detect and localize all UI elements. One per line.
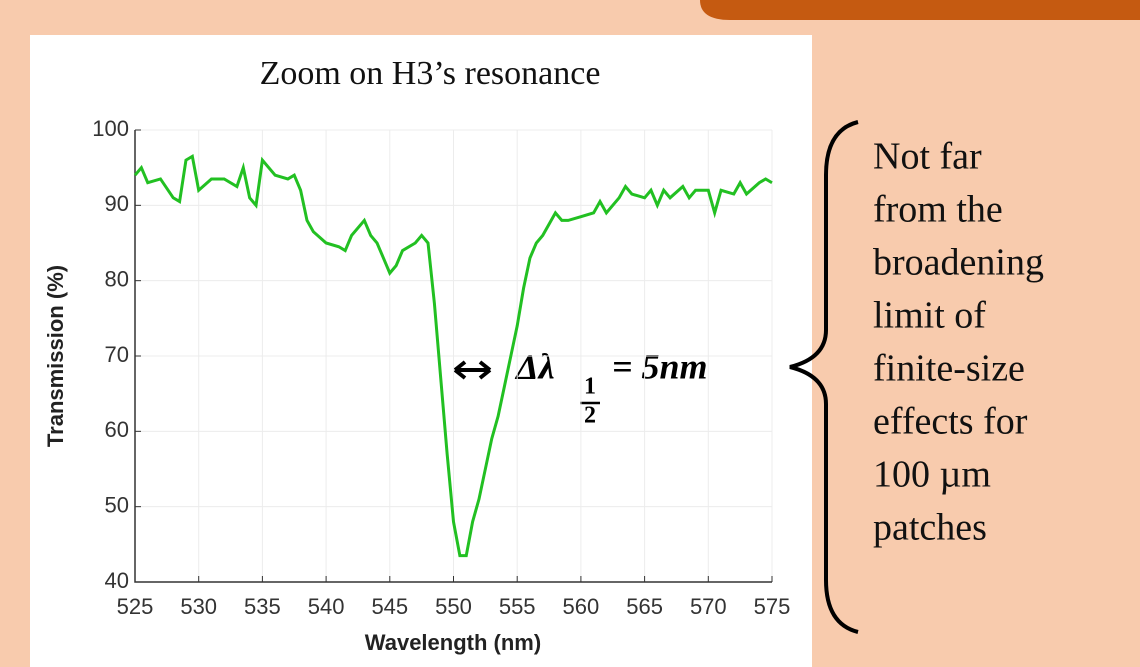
- side-text-line: from the: [873, 189, 1003, 231]
- y-tick-label: 60: [105, 417, 129, 442]
- side-text-line: finite-size: [873, 348, 1025, 390]
- annotation-sub-num: 1: [584, 374, 596, 400]
- annotation-text: = 5nm: [612, 346, 708, 386]
- header-bar: [700, 0, 1140, 20]
- side-text-line: 100 µm: [873, 454, 991, 496]
- x-tick-label: 550: [435, 594, 472, 619]
- chart-title: Zoom on H3’s resonance: [260, 55, 601, 92]
- side-text-line: patches: [873, 507, 987, 549]
- side-text-line: effects for: [873, 401, 1028, 443]
- side-text-line: limit of: [873, 295, 986, 337]
- x-tick-label: 540: [308, 594, 345, 619]
- y-tick-label: 80: [105, 266, 129, 291]
- y-tick-label: 100: [92, 116, 129, 141]
- annotation-symbol: Δλ: [514, 346, 555, 386]
- width-arrow: [453, 360, 492, 380]
- x-tick-label: 545: [371, 594, 408, 619]
- axes: [134, 130, 772, 583]
- x-tick-label: 535: [244, 594, 281, 619]
- y-tick-label: 40: [105, 568, 129, 593]
- x-tick-label: 555: [499, 594, 536, 619]
- x-tick-label: 565: [626, 594, 663, 619]
- y-tick-label: 50: [105, 492, 129, 517]
- side-text-line: broadening: [873, 242, 1044, 284]
- annotation-sub-den: 2: [584, 403, 596, 429]
- y-tick-label: 90: [105, 191, 129, 216]
- x-tick-label: 530: [180, 594, 217, 619]
- brace: [789, 120, 859, 634]
- side-text-line: Not far: [873, 136, 982, 178]
- y-tick-label: 70: [105, 342, 129, 367]
- x-tick-label: 525: [117, 594, 154, 619]
- x-tick-label: 560: [563, 594, 600, 619]
- x-tick-label: 575: [754, 594, 791, 619]
- side-text: Not far from the broadening limit of finite-…: [873, 136, 1044, 549]
- x-tick-label: 570: [690, 594, 727, 619]
- y-axis-label: Transmission (%): [43, 265, 68, 447]
- x-axis-label: Wavelength (nm): [365, 630, 541, 655]
- data-line: [133, 153, 773, 558]
- chart-panel: [30, 35, 812, 667]
